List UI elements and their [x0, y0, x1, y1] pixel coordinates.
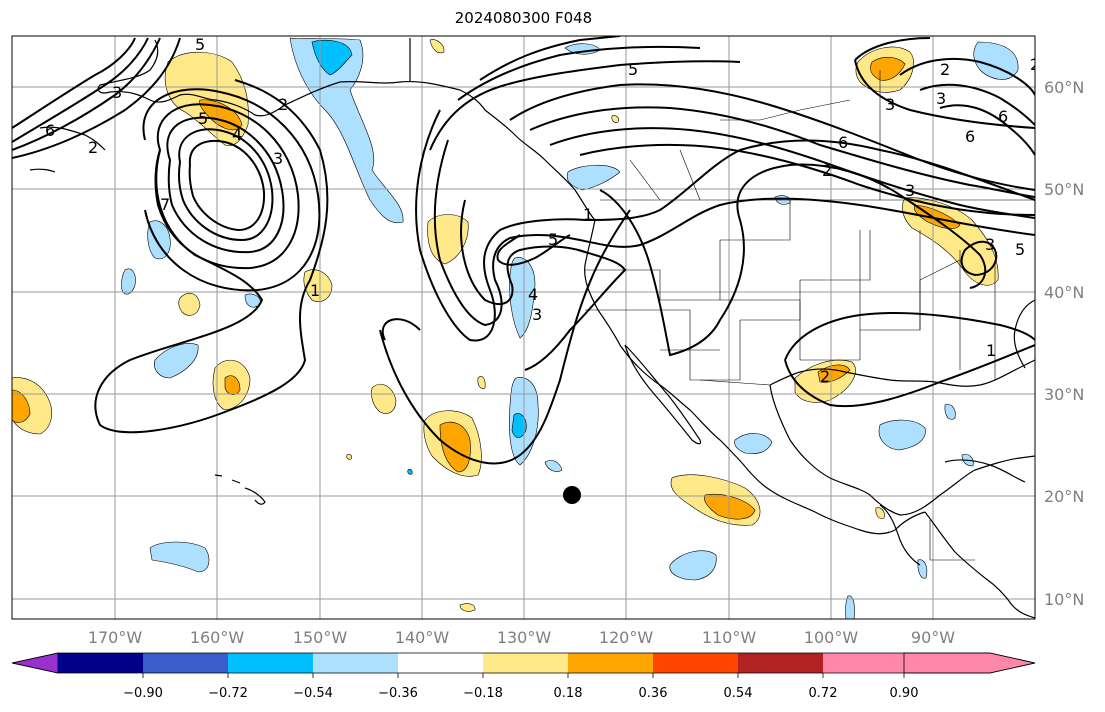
anomaly-contours [12, 36, 1035, 465]
map-frame [11, 35, 1036, 620]
colorbar-segment [228, 653, 313, 673]
contour-label: 2 [940, 60, 950, 79]
colorbar-tick-label: −0.36 [378, 686, 418, 701]
colorbar-segment [58, 653, 143, 673]
contour-labels: 6 2 3 5 7 5 4 2 1 3 5 4 3 1 2 3 5 3 5 6 … [45, 35, 1040, 386]
anomaly-shading [12, 37, 1019, 619]
colorbar-tick-label: −0.90 [123, 686, 163, 701]
location-marker [563, 486, 581, 504]
contour-label: 3 [905, 181, 915, 200]
contour-label: 5 [1015, 240, 1025, 259]
colorbar-tick-label: 0.18 [554, 686, 583, 701]
contour-label: 5 [195, 35, 205, 54]
contour-label: 6 [965, 127, 975, 146]
lat-tick-label: 50°N [1044, 180, 1084, 199]
lat-tick-label: 60°N [1044, 78, 1084, 97]
colorbar-extend-low [11, 652, 59, 674]
colorbar-segment [568, 653, 653, 673]
colorbar-tick-label: 0.54 [724, 686, 753, 701]
colorbar-tick-label: 0.36 [639, 686, 668, 701]
lon-ticks: 170°W 160°W 150°W 140°W 130°W 120°W 110°… [88, 628, 955, 647]
lon-tick-label: 140°W [395, 628, 450, 647]
lat-ticks: 60°N 50°N 40°N 30°N 20°N 10°N [1044, 78, 1084, 609]
contour-label: 3 [885, 95, 895, 114]
colorbar: −0.90 −0.72 −0.54 −0.36 −0.18 0.18 0.36 … [11, 652, 1036, 701]
contour-label: 6 [998, 107, 1008, 126]
contour-label: 2 [1030, 55, 1040, 74]
contour-label: 3 [936, 89, 946, 108]
lon-tick-label: 150°W [293, 628, 348, 647]
colorbar-segment [653, 653, 738, 673]
contour-label: 3 [112, 83, 122, 102]
lat-tick-label: 10°N [1044, 590, 1084, 609]
contour-label: 3 [532, 305, 542, 324]
contour-label: 5 [548, 230, 558, 249]
lon-tick-label: 90°W [911, 628, 955, 647]
contour-label: 5 [628, 60, 638, 79]
contour-label: 6 [45, 121, 55, 140]
colorbar-segment [313, 653, 398, 673]
lon-tick-label: 100°W [804, 628, 859, 647]
contour-label: 6 [838, 133, 848, 152]
colorbar-tick-label: −0.54 [293, 686, 333, 701]
colorbar-segment [823, 653, 904, 673]
contour-label: 3 [985, 235, 995, 254]
lat-tick-label: 40°N [1044, 283, 1084, 302]
contour-label: 5 [198, 109, 208, 128]
colorbar-extend-high [903, 652, 1036, 674]
lat-tick-label: 20°N [1044, 487, 1084, 506]
lon-tick-label: 110°W [702, 628, 757, 647]
contour-label: 1 [310, 281, 320, 300]
contour-label: 2 [88, 138, 98, 157]
contour-label: 4 [528, 285, 538, 304]
contour-label: 7 [160, 195, 170, 214]
contour-label: 1 [583, 205, 593, 224]
contour-label: 2 [822, 161, 832, 180]
contour-label: 2 [278, 95, 288, 114]
graticule [12, 36, 1035, 619]
contour-label: 1 [986, 341, 996, 360]
lon-tick-label: 120°W [599, 628, 654, 647]
lon-tick-label: 160°W [190, 628, 245, 647]
colorbar-segment [738, 653, 823, 673]
colorbar-tick-label: 0.72 [809, 686, 838, 701]
colorbar-tick-label: 0.90 [890, 686, 919, 701]
map-title: 2024080300 F048 [454, 9, 593, 27]
contour-label: 4 [232, 125, 242, 144]
lon-tick-label: 130°W [497, 628, 552, 647]
contour-label: 2 [820, 367, 830, 386]
colorbar-segment [143, 653, 228, 673]
colorbar-segment [483, 653, 568, 673]
contour-label: 3 [273, 149, 283, 168]
colorbar-tick-label: −0.72 [208, 686, 248, 701]
lat-tick-label: 30°N [1044, 385, 1084, 404]
lon-tick-label: 170°W [88, 628, 143, 647]
colorbar-segment [398, 653, 483, 673]
colorbar-tick-label: −0.18 [463, 686, 503, 701]
